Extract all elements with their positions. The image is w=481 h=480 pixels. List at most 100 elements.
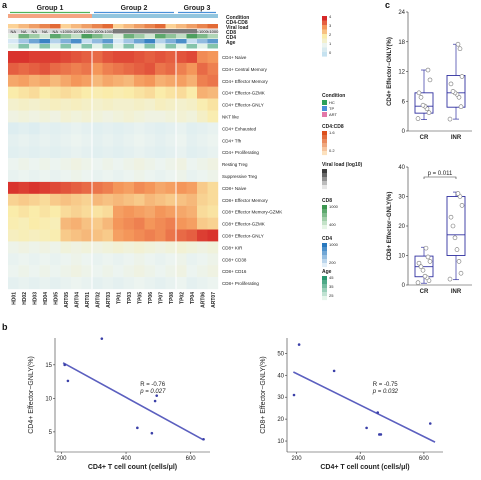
heatmap-cell	[134, 229, 145, 242]
heatmap-cell	[123, 253, 135, 266]
cd8-cell	[134, 34, 145, 39]
heatmap-cell	[92, 62, 103, 75]
heatmap-cell	[29, 277, 40, 290]
heatmap-cell	[123, 51, 135, 64]
data-point	[459, 203, 465, 208]
heatmap-column-labels: HD01 HD02 HD03 HD04 HD05 ART05 ART04 ART01 ART02…	[11, 292, 217, 308]
heatmap-cell	[207, 205, 219, 218]
heatmap-cell	[155, 51, 166, 64]
y-tick-label: 10	[277, 439, 284, 445]
data-point	[425, 254, 431, 260]
viral-load-value: <1000	[81, 29, 93, 34]
heatmap-cell	[18, 86, 30, 99]
legend-gradient	[322, 185, 327, 190]
heatmap-cell	[155, 181, 166, 194]
heatmap-cell	[165, 241, 177, 254]
data-point	[416, 260, 422, 266]
cd8-cell	[197, 34, 208, 39]
regression-line	[293, 371, 436, 443]
significance-bracket	[423, 176, 457, 179]
heatmap-cell	[186, 265, 198, 278]
column-label: ART05	[64, 292, 70, 308]
legend-gradient	[322, 135, 327, 140]
age-cell	[176, 44, 187, 49]
heatmap-cell	[71, 253, 82, 266]
heatmap-cell	[18, 265, 30, 278]
viral-load-value: NA	[42, 29, 48, 34]
heatmap-cell	[144, 170, 156, 183]
viral-load-value: <1000	[71, 29, 83, 34]
heatmap-cell	[29, 181, 40, 194]
legend-title: Age	[322, 269, 332, 275]
heatmap-cell	[18, 217, 30, 230]
heatmap-cell	[18, 205, 30, 218]
viral-load-cell	[29, 29, 40, 34]
heatmap-cell	[197, 110, 208, 123]
heatmap-cell	[81, 217, 93, 230]
heatmap-cell	[165, 253, 177, 266]
heatmap-cell	[60, 265, 72, 278]
colorbar-segment	[322, 38, 327, 44]
heatmap-cell	[8, 158, 19, 171]
legend-gradient	[322, 280, 327, 285]
data-point	[420, 102, 426, 108]
heatmap-cells	[8, 51, 219, 290]
cd8-cell	[165, 34, 176, 39]
column-label: HD03	[32, 292, 38, 305]
heatmap-cell	[207, 62, 219, 75]
category-label: CR	[420, 135, 429, 141]
scatter-cd4-gnly: 200 400 600 5 10 15 CD4+ T cell count (cells/μ…	[28, 337, 210, 471]
heatmap-cell	[81, 205, 93, 218]
heatmap-cell	[134, 134, 145, 147]
cd4cd8-cell	[123, 24, 134, 29]
viral-load-value: NA	[21, 29, 27, 34]
heatmap-cell	[71, 51, 82, 64]
heatmap-cell	[39, 134, 51, 147]
y-tick-label: 10	[398, 254, 405, 260]
heatmap-cell	[18, 146, 30, 159]
heatmap-cell	[123, 241, 135, 254]
heatmap-cell	[81, 62, 93, 75]
data-point	[427, 259, 433, 264]
legend-tick: 1.6	[329, 130, 335, 135]
heatmap-cell	[207, 253, 219, 266]
category-label: INR	[451, 289, 462, 295]
annotation-label: Viral load	[226, 25, 248, 31]
legend-tick: 1000	[329, 242, 339, 247]
heatmap-cell	[113, 110, 124, 123]
column-label: HD01	[11, 292, 17, 305]
heatmap-cell	[29, 98, 40, 111]
heatmap-cell	[155, 217, 166, 230]
heatmap-cell	[81, 241, 93, 254]
heatmap-cell	[50, 134, 61, 147]
heatmap-cell	[8, 74, 19, 87]
y-tick-label: 6	[402, 99, 406, 105]
data-point	[448, 81, 454, 87]
heatmap-cell	[176, 277, 187, 290]
column-label: ART04	[74, 292, 80, 308]
heatmap-cell	[8, 241, 19, 254]
legend-gradient	[322, 296, 327, 301]
heatmap-cell	[186, 217, 198, 230]
stat-r: R = -0.76	[140, 382, 166, 388]
legend-title: CD4:CD8	[322, 124, 344, 130]
heatmap-cell	[29, 253, 40, 266]
data-point	[332, 369, 336, 373]
data-point	[447, 116, 453, 122]
legend-gradient	[322, 213, 327, 218]
annotation-label: CD8	[226, 30, 236, 36]
heatmap-cell	[207, 241, 219, 254]
heatmap-cell	[102, 122, 114, 135]
legend-tick: 400	[329, 222, 336, 227]
heatmap-cell	[18, 74, 30, 87]
data-point	[100, 337, 104, 340]
heatmap-cell	[165, 170, 177, 183]
heatmap-cell	[176, 193, 187, 206]
heatmap-cell	[39, 170, 51, 183]
heatmap-cell	[71, 62, 82, 75]
heatmap-cell	[144, 62, 156, 75]
heatmap-cell	[176, 74, 187, 87]
legend-gradient	[322, 217, 327, 222]
heatmap-cell	[102, 229, 114, 242]
